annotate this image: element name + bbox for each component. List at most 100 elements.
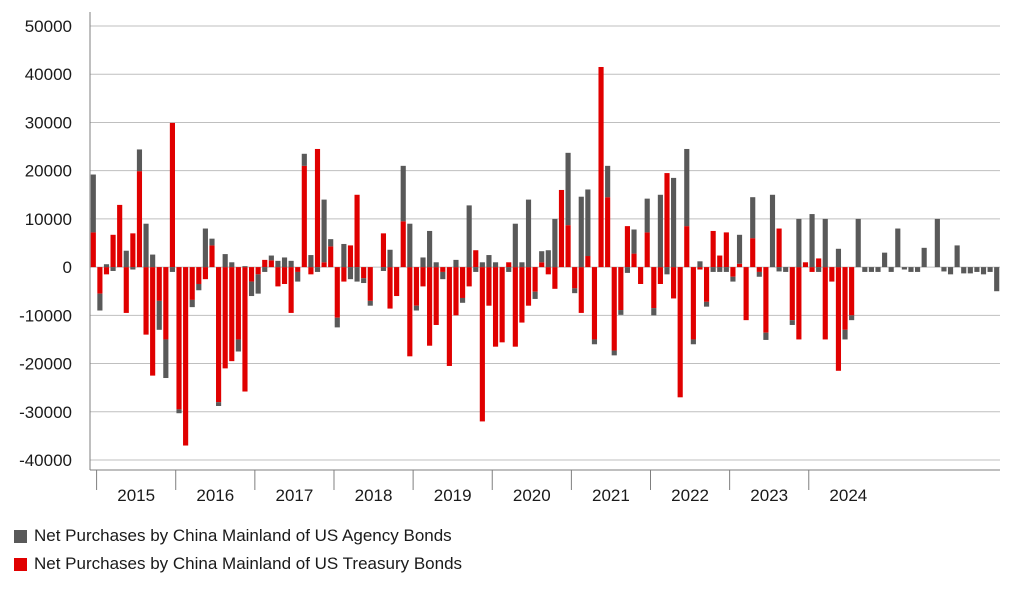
- chart: -40000 -30000 -20000 -10000 0 10000 20000 30000…: [19, 12, 1000, 505]
- agency-bar: [440, 271, 446, 280]
- treasury-bar: [690, 267, 696, 340]
- agency-bar: [644, 198, 650, 233]
- agency-bar: [486, 255, 492, 268]
- treasury-bar: [730, 267, 736, 277]
- treasury-bar: [545, 267, 551, 275]
- x-tick-label: 2015: [117, 486, 155, 505]
- treasury-bar: [321, 262, 327, 268]
- treasury-bar: [308, 267, 314, 275]
- agency-bar: [934, 218, 940, 268]
- treasury-bar: [717, 255, 723, 268]
- treasury-bar: [486, 267, 492, 306]
- treasury-bar: [202, 267, 208, 280]
- agency-bar: [769, 194, 776, 268]
- agency-bar: [703, 301, 710, 307]
- agency-bar: [605, 165, 611, 198]
- treasury-bar: [703, 267, 710, 302]
- treasury-bar: [361, 267, 367, 279]
- y-tick-label: 0: [63, 258, 72, 277]
- treasury-bar: [519, 267, 525, 323]
- treasury-bar: [710, 230, 716, 268]
- treasury-bar: [677, 267, 683, 398]
- treasury-bar: [460, 267, 466, 298]
- agency-bar: [552, 218, 558, 268]
- treasury-bar: [222, 267, 228, 369]
- treasury-bar: [268, 260, 274, 268]
- y-tick-label: 10000: [25, 210, 72, 229]
- treasury-bar: [750, 238, 756, 268]
- treasury-bar: [216, 267, 222, 403]
- agency-bar: [314, 267, 321, 272]
- agency-bar: [288, 260, 294, 268]
- treasury-bar: [400, 221, 406, 268]
- agency-bar: [684, 148, 690, 227]
- agency-bar: [433, 262, 439, 268]
- agency-bar: [915, 267, 921, 272]
- agency-bar: [565, 152, 571, 226]
- treasury-bar: [651, 267, 657, 309]
- treasury-bar: [492, 267, 499, 347]
- treasury-bar: [295, 267, 301, 272]
- treasury-bar: [736, 263, 743, 268]
- treasury-bar: [413, 267, 419, 306]
- agency-bar: [189, 299, 195, 308]
- treasury-bar: [525, 267, 532, 306]
- treasury-bar: [466, 267, 472, 287]
- agency-bar: [796, 218, 802, 268]
- agency-bar: [387, 249, 393, 268]
- treasury-bar: [123, 267, 129, 313]
- agency-bar: [328, 239, 334, 247]
- treasury-bar: [446, 267, 452, 366]
- treasury-bar: [776, 228, 782, 268]
- agency-bar: [736, 234, 743, 264]
- agency-bar: [367, 300, 373, 306]
- treasury-bar: [842, 267, 848, 330]
- treasury-bar: [255, 267, 261, 275]
- treasury-bar: [849, 267, 855, 316]
- treasury-bar: [110, 234, 116, 268]
- agency-bar: [512, 223, 518, 268]
- treasury-bar: [453, 267, 459, 316]
- agency-bar: [295, 271, 301, 282]
- agency-bar: [657, 194, 663, 268]
- agency-bar: [855, 218, 861, 268]
- agency-bar: [835, 248, 842, 268]
- agency-bar: [954, 245, 960, 268]
- treasury-bar: [631, 253, 637, 268]
- agency-bar: [248, 281, 255, 297]
- treasury-bar: [829, 267, 835, 282]
- y-tick-label: 50000: [25, 17, 72, 36]
- x-tick-label: 2023: [750, 486, 788, 505]
- agency-bar: [222, 254, 228, 268]
- treasury-bar: [354, 194, 360, 268]
- y-tick-label: -10000: [19, 306, 72, 325]
- agency-bar: [301, 153, 307, 166]
- treasury-bar: [229, 267, 235, 362]
- treasury-bar: [809, 267, 815, 272]
- treasury-bar: [657, 267, 663, 284]
- agency-bar: [611, 350, 617, 356]
- agency-bar: [136, 149, 143, 172]
- treasury-bar: [301, 165, 307, 268]
- treasury-bar: [756, 267, 762, 272]
- treasury-bar: [235, 267, 241, 340]
- agency-bar: [400, 165, 406, 222]
- treasury-bar: [624, 226, 630, 268]
- treasury-bar: [552, 267, 558, 289]
- treasury-bar: [697, 267, 703, 270]
- agency-bar: [585, 189, 591, 257]
- agency-bar: [235, 339, 241, 352]
- treasury-bar: [638, 267, 644, 284]
- agency-bar: [130, 267, 136, 270]
- treasury-bar: [512, 267, 518, 347]
- treasury-bar: [572, 267, 578, 289]
- treasury-bar: [539, 262, 545, 268]
- treasury-bar: [150, 267, 156, 376]
- treasury-bar: [334, 267, 340, 318]
- legend-label-treasury: Net Purchases by China Mainland of US Tr…: [34, 554, 463, 573]
- agency-bar: [862, 267, 868, 272]
- agency-bar: [143, 223, 149, 268]
- y-tick-label: -40000: [19, 451, 72, 470]
- agency-bar: [163, 339, 169, 379]
- agency-bar: [849, 315, 855, 321]
